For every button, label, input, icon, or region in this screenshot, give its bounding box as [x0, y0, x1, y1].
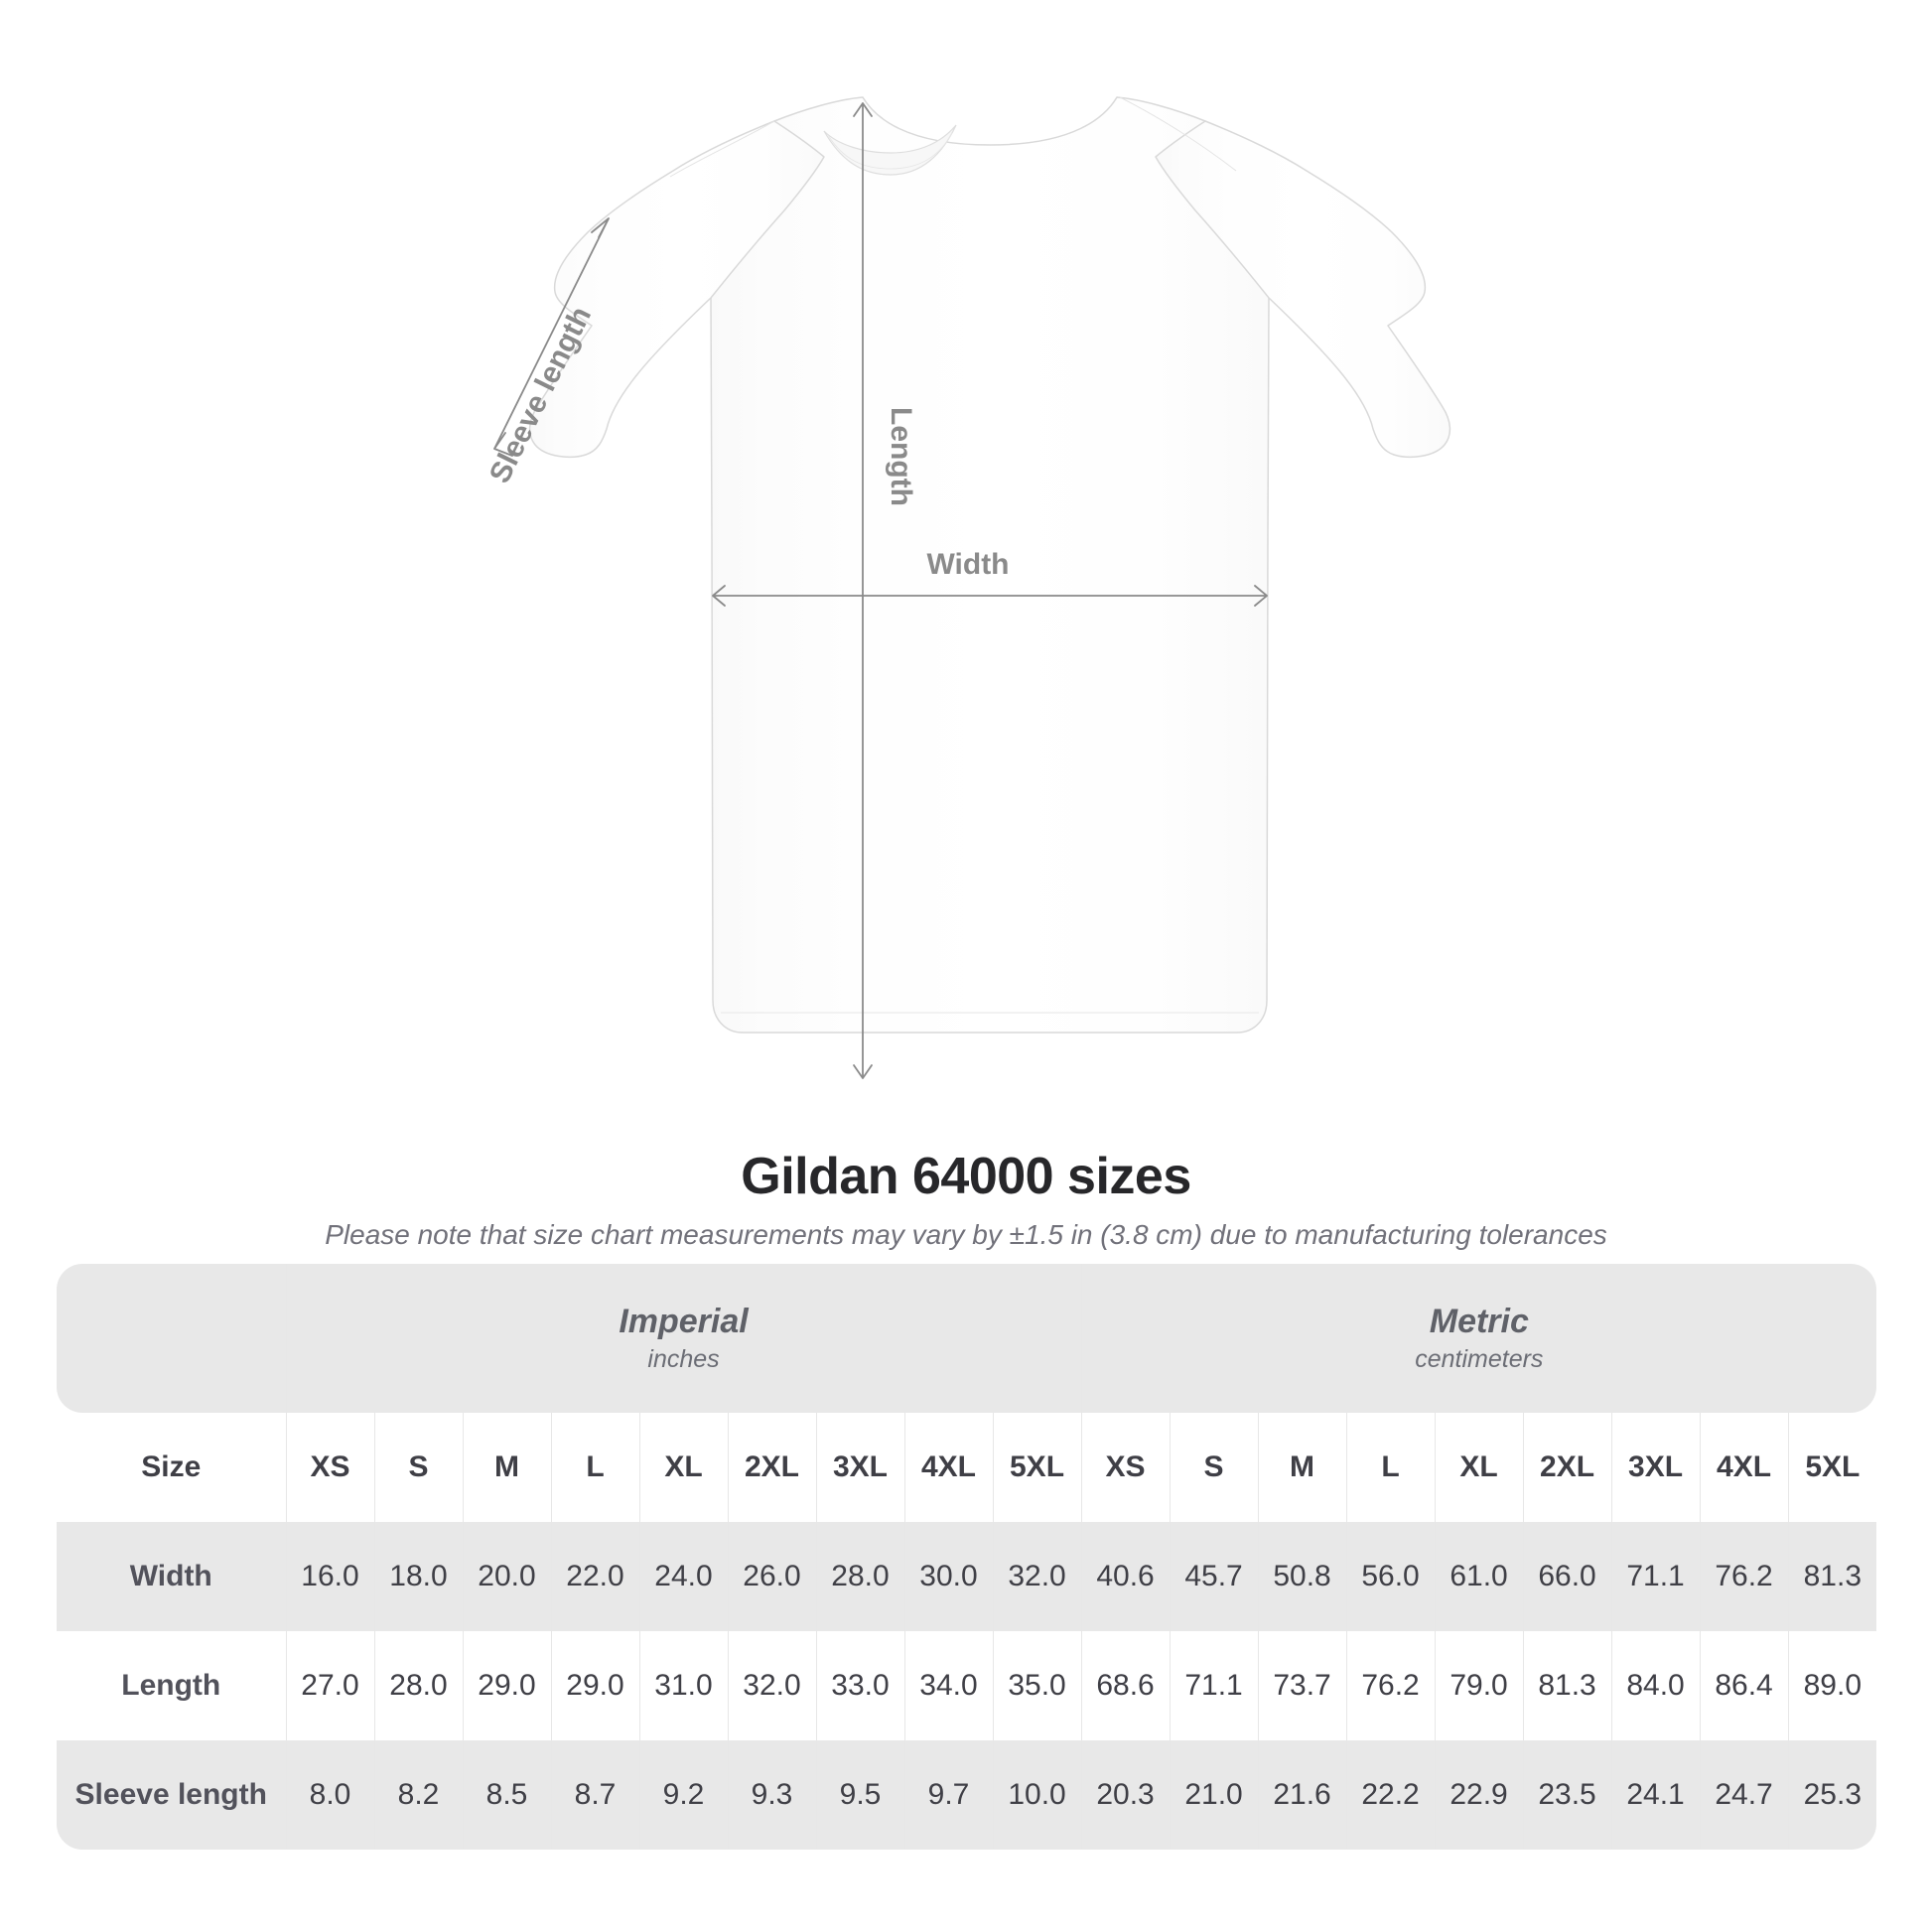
svg-text:Width: Width	[926, 548, 1009, 581]
svg-text:Length: Length	[885, 407, 917, 506]
